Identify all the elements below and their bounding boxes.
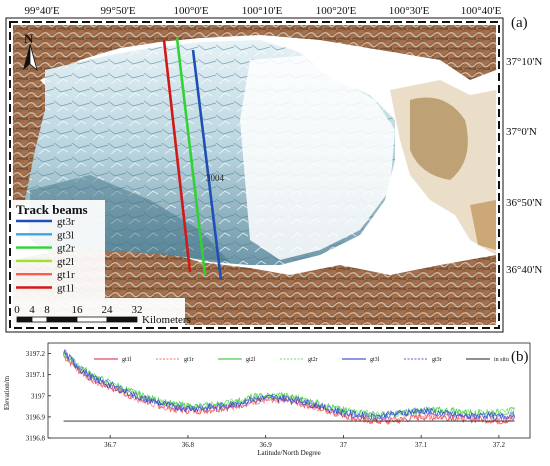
- legend-title: Track beams: [16, 202, 88, 217]
- ground-track-gt2: [175, 37, 207, 276]
- longitude-label: 100°30'E: [389, 5, 430, 17]
- longitude-label: 100°10'E: [242, 5, 283, 17]
- chart-legend-item: gt1l: [122, 357, 132, 363]
- chart-legend-item: gt2r: [308, 357, 318, 363]
- scale-tick-label: 16: [72, 304, 84, 316]
- scale-segment: [31, 316, 48, 323]
- scale-tick-label: 4: [29, 304, 35, 316]
- longitude-labels: 99°40'E 99°50'E 100°0'E 100°10'E 100°20'E 100…: [24, 5, 501, 17]
- y-tick-label: 3197.1: [26, 371, 46, 379]
- scale-tick-label: 32: [132, 304, 143, 316]
- panel-b-label: (b): [511, 349, 529, 365]
- x-tick-label: 37.1: [415, 441, 428, 449]
- map-neatline-dashed: [9, 21, 500, 329]
- latitude-label: 37°0'N: [506, 126, 537, 138]
- map-neatline-outer: [5, 17, 504, 333]
- x-tick-label: 36.7: [104, 441, 117, 449]
- longitude-label: 100°40'E: [461, 5, 502, 17]
- longitude-label: 100°0'E: [173, 5, 208, 17]
- latitude-labels: 37°10'N 37°0'N 36°50'N 36°40'N: [506, 56, 542, 276]
- series-line-gt3r: [63, 349, 515, 421]
- legend-item: gt3r: [57, 216, 75, 228]
- scale-segment: [76, 316, 108, 323]
- x-tick-label: 37: [340, 441, 348, 449]
- scale-segment: [46, 316, 78, 323]
- ground-track-gt3: [191, 49, 223, 281]
- scale-tick-label: 8: [44, 304, 50, 316]
- map-panel: 3004 99°40'E 99°50'E 100°0'E 100°10'E 100°20…: [5, 5, 542, 333]
- elevation-chart: 3197.2 3197.1 3197 3196.9 3196.8 36.7 36.8 36.…: [3, 342, 531, 457]
- x-tick-label: 36.8: [182, 441, 195, 449]
- legend-item: gt1r: [57, 269, 75, 281]
- y-tick-label: 3196.8: [26, 435, 46, 443]
- panel-a-label: (a): [511, 15, 528, 31]
- latitude-label: 37°10'N: [506, 56, 542, 68]
- x-tick-label: 37.2: [493, 441, 506, 449]
- latitude-label: 36°50'N: [506, 197, 542, 209]
- scale-segment: [106, 316, 138, 323]
- ground-tracks: [162, 37, 223, 281]
- longitude-label: 100°20'E: [316, 5, 357, 17]
- chart-legend-item: gt1r: [184, 357, 194, 363]
- scale-unit: Kilometers: [142, 314, 191, 326]
- scale-segment: [16, 316, 33, 323]
- y-tick-label: 3197: [31, 392, 46, 400]
- terrain-north: [13, 25, 496, 95]
- x-axis-label: Latitude/North Degree: [257, 449, 321, 457]
- map-label: 3004: [206, 173, 225, 183]
- north-label: N: [24, 31, 34, 46]
- y-tick-label: 3196.9: [26, 413, 46, 421]
- chart-legend-item: gt2l: [246, 357, 256, 363]
- chart-legend-item: gt3r: [432, 357, 442, 363]
- chart-legend-item: gt3l: [370, 357, 380, 363]
- chart-legend-item: in situ: [494, 357, 509, 363]
- sub-lake-east: [410, 97, 468, 180]
- y-tick-label: 3197.2: [26, 350, 46, 358]
- ground-track-gt1: [162, 39, 192, 273]
- legend-item: gt2r: [57, 243, 75, 255]
- longitude-label: 99°40'E: [24, 5, 59, 17]
- latitude-label: 36°40'N: [506, 264, 542, 276]
- legend-item: gt2l: [57, 256, 74, 268]
- legend-item: gt1l: [57, 283, 74, 295]
- snow-cover: [240, 55, 395, 260]
- scale-tick-label: 24: [102, 304, 114, 316]
- scale-bar: 0 4 8 16 24 32 Kilometers: [13, 298, 191, 326]
- north-arrow-icon: N: [23, 31, 38, 72]
- longitude-label: 99°50'E: [100, 5, 135, 17]
- y-axis-label: Elevation/m: [3, 375, 11, 410]
- x-tick-label: 36.9: [260, 441, 273, 449]
- scale-tick-label: 0: [14, 304, 20, 316]
- legend-item: gt3l: [57, 229, 74, 241]
